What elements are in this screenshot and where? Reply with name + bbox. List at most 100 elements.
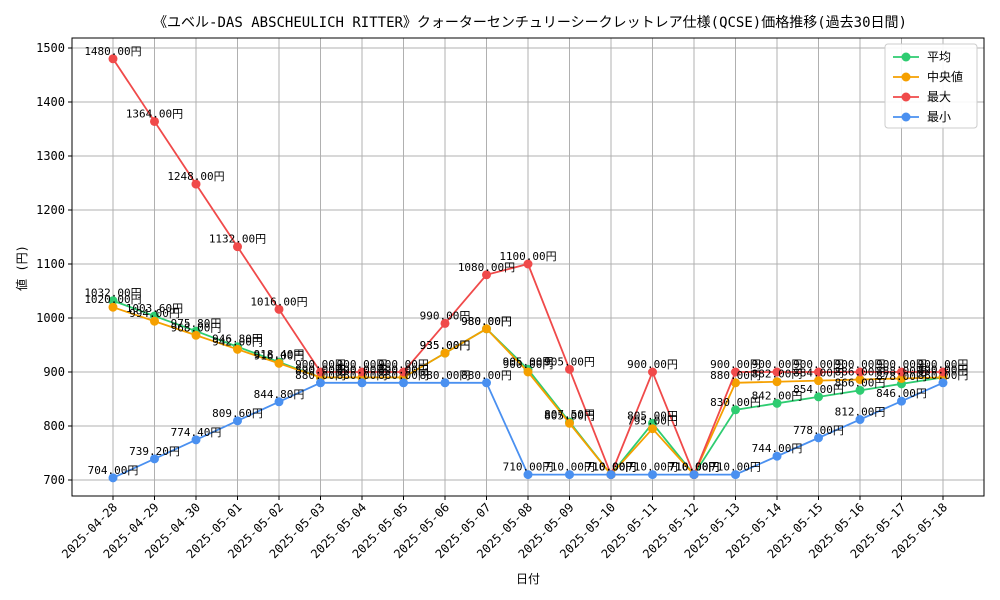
- data-label: 710.00円: [669, 461, 720, 474]
- data-point: [565, 470, 574, 480]
- data-label: 935.00円: [420, 339, 471, 352]
- data-point: [440, 318, 450, 328]
- data-label: 990.00円: [420, 309, 471, 322]
- data-point: [938, 378, 948, 388]
- y-tick-label: 1200: [36, 203, 65, 217]
- data-point: [814, 367, 823, 377]
- data-label: 900.00円: [627, 358, 678, 371]
- data-label: 809.60円: [212, 407, 263, 420]
- data-label: 739.20円: [129, 445, 180, 458]
- data-point: [772, 377, 782, 387]
- data-label: 900.00円: [295, 358, 346, 371]
- legend-marker: [901, 112, 911, 122]
- y-tick-label: 1500: [36, 41, 65, 55]
- data-point: [440, 348, 450, 358]
- y-tick-label: 1400: [36, 95, 65, 109]
- data-label: 744.00円: [752, 442, 803, 455]
- data-label: 900.00円: [710, 358, 761, 371]
- data-label: 880.00円: [420, 369, 471, 382]
- data-label: 890.00円: [337, 363, 388, 376]
- data-point: [938, 367, 948, 377]
- data-point: [191, 435, 201, 445]
- data-point: [855, 385, 865, 395]
- y-axis-label: 値 (円): [14, 245, 29, 291]
- data-point: [897, 367, 906, 377]
- data-point: [108, 473, 118, 483]
- x-axis: 2025-04-282025-04-292025-04-302025-05-01…: [59, 496, 950, 561]
- data-point: [772, 398, 782, 408]
- data-point: [482, 378, 491, 388]
- data-label: 710.00円: [669, 461, 720, 474]
- data-point: [316, 367, 325, 377]
- data-label: 710.00円: [586, 461, 637, 474]
- data-label: 980.00円: [461, 315, 512, 328]
- data-label: 900.00円: [793, 358, 844, 371]
- data-label: 812.00円: [835, 406, 886, 419]
- data-point: [897, 396, 906, 406]
- x-axis-label: 日付: [516, 572, 540, 586]
- data-point: [233, 416, 242, 426]
- data-label: 942.00円: [212, 335, 263, 348]
- data-point: [316, 378, 325, 388]
- data-label: 807.50円: [544, 408, 595, 421]
- data-label: 830.00円: [710, 396, 761, 409]
- data-label: 704.00円: [88, 464, 139, 477]
- data-label: 880.00円: [918, 369, 969, 382]
- data-point: [689, 470, 699, 480]
- data-label: 710.00円: [586, 461, 637, 474]
- data-label: 980.00円: [461, 315, 512, 328]
- data-label: 900.00円: [835, 358, 886, 371]
- data-point: [108, 54, 118, 64]
- data-label: 1364.00円: [126, 107, 183, 120]
- legend-label: 中央値: [927, 69, 963, 84]
- data-label: 905.00円: [544, 355, 595, 368]
- legend-label: 最大: [927, 90, 951, 104]
- data-point: [482, 324, 491, 334]
- data-label: 795.00円: [627, 415, 678, 428]
- data-label: 1080.00円: [458, 261, 515, 274]
- y-tick-label: 1300: [36, 149, 65, 163]
- data-point: [108, 302, 118, 312]
- data-label: 890.00円: [295, 363, 346, 376]
- data-label: 1020.00円: [84, 293, 141, 306]
- data-label: 900.00円: [752, 358, 803, 371]
- y-tick-label: 1100: [36, 257, 65, 271]
- data-label: 774.40円: [171, 426, 222, 439]
- data-label: 710.00円: [627, 461, 678, 474]
- data-label: 890.00円: [918, 363, 969, 376]
- data-label: 975.80円: [171, 317, 222, 330]
- data-label: 844.80円: [254, 388, 305, 401]
- data-label: 886.00円: [835, 366, 886, 379]
- data-label: 778.00円: [793, 424, 844, 437]
- data-label: 905.00円: [503, 355, 554, 368]
- data-label: 1003.60円: [126, 302, 183, 315]
- data-point: [523, 259, 533, 269]
- data-point: [191, 179, 201, 189]
- data-label: 890.00円: [918, 363, 969, 376]
- data-label: 884.00円: [793, 367, 844, 380]
- data-label: 900.00円: [378, 358, 429, 371]
- data-labels: 1032.00円 1003.60円 975.80円 946.80円 918.40円 890…: [84, 45, 968, 477]
- y-tick-label: 1000: [36, 311, 65, 325]
- legend-box: [884, 43, 978, 129]
- data-point: [855, 415, 865, 425]
- data-point: [233, 242, 242, 252]
- data-point: [814, 376, 823, 386]
- data-point: [772, 451, 782, 461]
- data-label: 1480.00円: [84, 45, 141, 58]
- data-point: [150, 316, 159, 326]
- data-point: [648, 367, 657, 377]
- legend-marker: [901, 52, 911, 62]
- data-point: [523, 470, 533, 480]
- chart-title: 《ユベル-DAS ABSCHEULICH RITTER》クォーターセンチュリーシ…: [153, 15, 907, 31]
- data-label: 900.00円: [503, 358, 554, 371]
- data-label: 1100.00円: [499, 250, 556, 263]
- data-label: 900.00円: [337, 358, 388, 371]
- data-label: 918.40円: [254, 348, 305, 361]
- data-label: 900.00円: [876, 358, 927, 371]
- data-point: [855, 367, 865, 377]
- data-label: 1248.00円: [167, 170, 224, 183]
- data-label: 710.00円: [544, 461, 595, 474]
